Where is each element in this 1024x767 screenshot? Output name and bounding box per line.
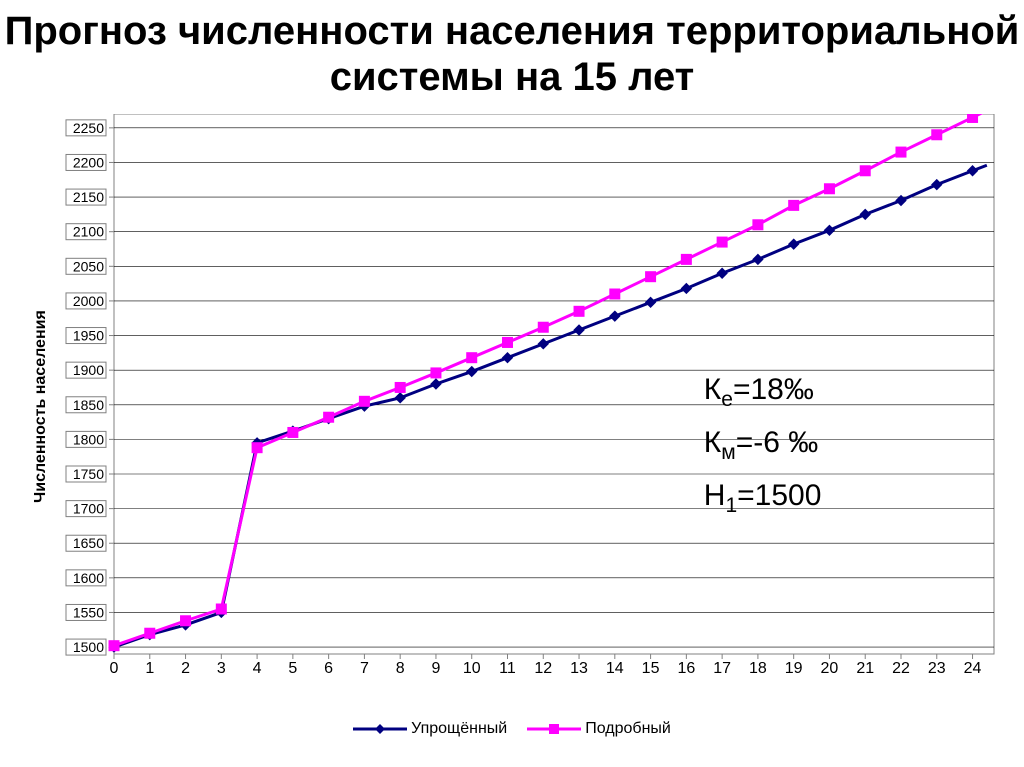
x-tick-label: 19 [784,660,804,678]
legend-item: Упрощённый [353,720,507,738]
svg-text:1700: 1700 [73,501,104,517]
x-tick-label: 0 [104,660,124,678]
chart-svg: 1500155016001650170017501800185019001950… [12,114,1012,714]
x-tick-label: 2 [176,660,196,678]
x-tick-label: 1 [140,660,160,678]
y-axis-label: Численность населения [32,310,50,503]
legend-label: Подробный [585,720,671,738]
chart-title: Прогноз численности населения территориа… [0,0,1024,100]
x-tick-label: 6 [319,660,339,678]
x-tick-label: 22 [891,660,911,678]
annotation-line: Н1=1500 [704,479,822,518]
x-tick-label: 21 [855,660,875,678]
x-tick-label: 23 [927,660,947,678]
legend-item: Подробный [527,720,671,738]
x-tick-label: 4 [247,660,267,678]
svg-text:1900: 1900 [73,362,104,378]
x-tick-label: 9 [426,660,446,678]
legend-swatch [527,721,581,737]
svg-text:1500: 1500 [73,639,104,655]
svg-text:1800: 1800 [73,431,104,447]
annotation-line: Км=-6 ‰ [704,426,822,465]
annotation-box: Ке=18‰ Км=-6 ‰ Н1=1500 [704,373,822,532]
x-tick-label: 3 [211,660,231,678]
svg-text:2100: 2100 [73,224,104,240]
x-tick-label: 18 [748,660,768,678]
x-tick-label: 15 [641,660,661,678]
x-tick-label: 14 [605,660,625,678]
svg-text:2050: 2050 [73,258,104,274]
x-tick-label: 20 [819,660,839,678]
svg-text:2150: 2150 [73,189,104,205]
x-tick-label: 5 [283,660,303,678]
annotation-line: Ке=18‰ [704,373,822,412]
x-tick-label: 11 [497,660,517,678]
legend-label: Упрощённый [411,720,507,738]
svg-text:1650: 1650 [73,535,104,551]
legend: Упрощённый Подробный [0,720,1024,742]
svg-text:1550: 1550 [73,604,104,620]
x-tick-label: 10 [462,660,482,678]
x-tick-label: 7 [354,660,374,678]
svg-text:1850: 1850 [73,397,104,413]
x-tick-label: 17 [712,660,732,678]
svg-text:1600: 1600 [73,570,104,586]
svg-text:2250: 2250 [73,120,104,136]
x-tick-label: 13 [569,660,589,678]
x-tick-label: 24 [963,660,983,678]
svg-text:2000: 2000 [73,293,104,309]
chart-area: 1500155016001650170017501800185019001950… [12,114,1012,714]
svg-text:2200: 2200 [73,154,104,170]
legend-swatch [353,721,407,737]
x-tick-label: 8 [390,660,410,678]
x-tick-label: 16 [676,660,696,678]
svg-text:1950: 1950 [73,328,104,344]
svg-text:1750: 1750 [73,466,104,482]
x-tick-label: 12 [533,660,553,678]
